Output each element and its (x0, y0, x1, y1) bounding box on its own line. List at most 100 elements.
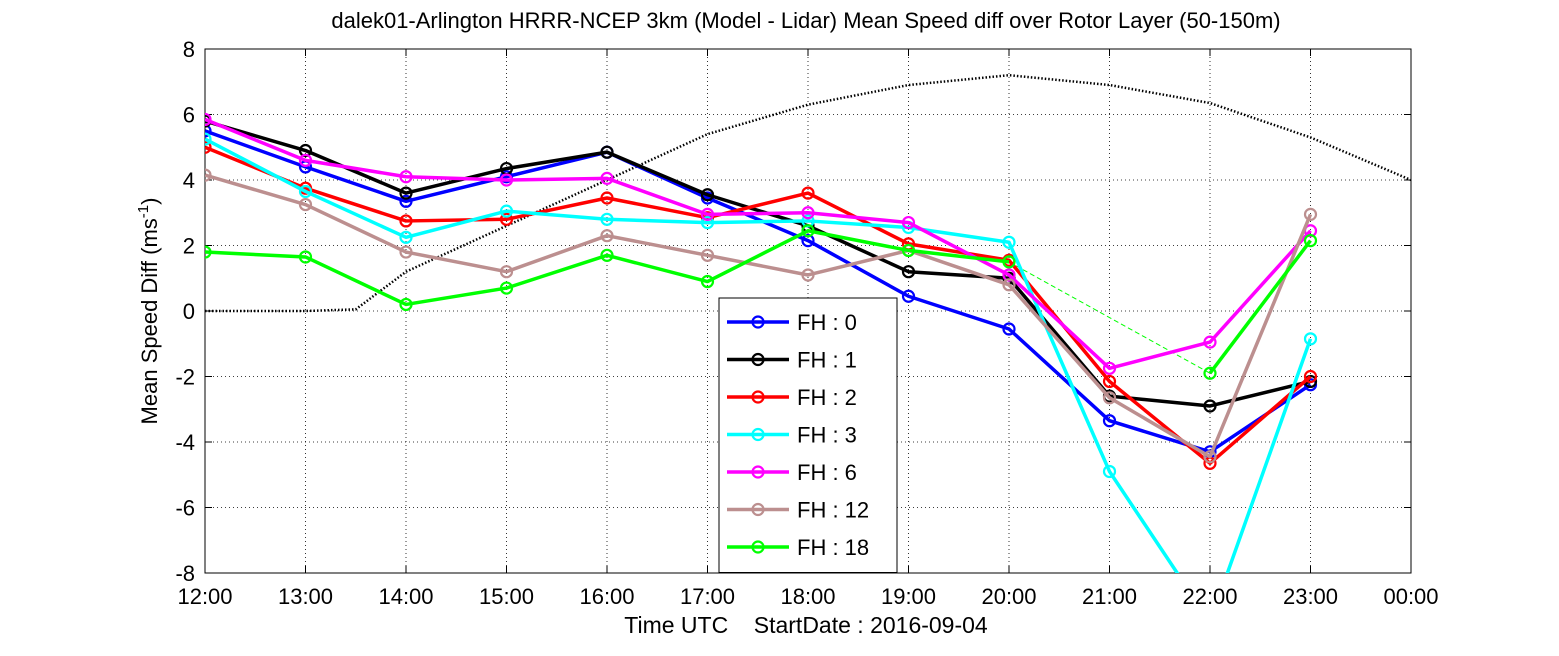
legend-label: FH : 18 (797, 535, 869, 560)
data-point (700, 188, 715, 202)
legend-swatch-marker (751, 390, 765, 404)
data-point (298, 153, 313, 167)
data-point (205, 112, 212, 127)
data-point (205, 132, 212, 146)
data-point (901, 215, 916, 230)
data-point (399, 170, 413, 184)
legend-swatch-marker (751, 502, 765, 517)
data-point (205, 245, 212, 259)
y-tick-label: -4 (175, 430, 195, 455)
data-point (399, 186, 413, 200)
legend: FH : 0 FH : 1 FH : 2 FH : 3 FH : 6 FH : 12 FH … (718, 297, 898, 573)
data-point (1303, 369, 1318, 384)
data-point (1102, 414, 1117, 428)
data-point (1002, 235, 1016, 249)
x-tick-label: 15:00 (479, 584, 534, 609)
data-point (499, 212, 514, 226)
x-tick-label: 17:00 (680, 584, 735, 609)
data-point (298, 143, 313, 158)
x-tick-label: 22:00 (1182, 584, 1237, 609)
x-tick-label: 21:00 (1082, 584, 1137, 609)
data-point (700, 248, 715, 262)
data-point (901, 265, 916, 279)
x-tick-label: 13:00 (278, 584, 333, 609)
y-tick-label: 0 (183, 299, 195, 324)
data-point (1203, 366, 1217, 380)
series-line (205, 145, 1312, 466)
data-point (205, 140, 212, 154)
legend-swatch-marker (751, 540, 765, 554)
data-point (600, 191, 614, 205)
series-line (205, 119, 1311, 408)
x-tick-label: 00:00 (1383, 584, 1438, 609)
data-point (801, 186, 815, 200)
data-point (499, 281, 514, 295)
y-tick-label: 4 (183, 168, 195, 193)
legend-swatch-marker (751, 465, 765, 479)
x-tick-label: 12:00 (177, 584, 232, 609)
data-point (205, 124, 212, 138)
data-point (1102, 464, 1117, 479)
data-point (801, 206, 815, 220)
data-point (499, 204, 514, 218)
data-point (600, 212, 614, 226)
series-gap-dashed-line (1008, 261, 1211, 374)
series-line (205, 137, 1313, 573)
data-point (1102, 374, 1117, 389)
data-point (801, 224, 815, 238)
data-point (700, 215, 715, 230)
series-fh18 (205, 224, 1318, 380)
data-point (600, 171, 614, 185)
data-point (1002, 322, 1016, 336)
chart-title: dalek01-Arlington HRRR-NCEP 3km (Model -… (331, 8, 1280, 33)
legend-label: FH : 0 (797, 310, 857, 335)
legend-label: FH : 12 (797, 498, 869, 523)
data-point (1203, 399, 1217, 413)
x-tick-label: 18:00 (780, 584, 835, 609)
data-point (600, 229, 614, 243)
y-tick-label: -8 (175, 561, 195, 586)
data-point (600, 248, 614, 262)
y-tick-label: -6 (175, 496, 195, 521)
data-point (901, 289, 916, 303)
legend-item: FH : 1 (727, 348, 857, 373)
y-tick-label: 8 (183, 37, 195, 62)
data-point (205, 168, 212, 182)
series-line (205, 173, 1313, 459)
reference-curve-line (205, 73, 1411, 313)
reference-curve (205, 73, 1411, 313)
legend-label: FH : 1 (797, 348, 857, 373)
data-point (399, 245, 413, 259)
legend-label: FH : 6 (797, 460, 857, 485)
series-fh3 (205, 132, 1318, 573)
x-tick-label: 23:00 (1283, 584, 1338, 609)
x-tick-label: 20:00 (981, 584, 1036, 609)
x-axis: 12:00 13:00 14:00 15:00 16:00 17:00 18:00 19:00… (177, 49, 1439, 609)
y-axis-label-sup: -1 (135, 205, 152, 218)
data-point (298, 250, 313, 264)
data-point (801, 214, 815, 228)
data-point (399, 194, 413, 208)
legend-label: FH : 3 (797, 423, 857, 448)
y-axis-label-close: ) (137, 198, 162, 205)
data-point (499, 173, 514, 187)
y-axis: -8 -6 -4 -2 0 2 4 6 8 (175, 37, 1411, 586)
data-point (399, 230, 413, 244)
legend-item: FH : 2 (727, 385, 857, 410)
series-fh6 (205, 112, 1318, 375)
series-layer (205, 112, 1318, 573)
legend-label: FH : 2 (797, 385, 857, 410)
legend-item: FH : 12 (727, 498, 869, 523)
x-axis-label: Time UTC StartDate : 2016-09-04 (624, 612, 988, 638)
data-point (901, 243, 916, 258)
y-tick-label: 2 (183, 234, 195, 259)
legend-swatch-marker (751, 315, 765, 329)
y-axis-label: Mean Speed Diff (ms-1) (135, 198, 162, 425)
data-point (399, 214, 413, 228)
x-tick-label: 19:00 (881, 584, 936, 609)
data-point (1303, 233, 1318, 248)
data-point (1203, 450, 1217, 464)
y-tick-label: -2 (175, 365, 195, 390)
x-tick-label: 16:00 (579, 584, 634, 609)
data-point (600, 145, 614, 159)
